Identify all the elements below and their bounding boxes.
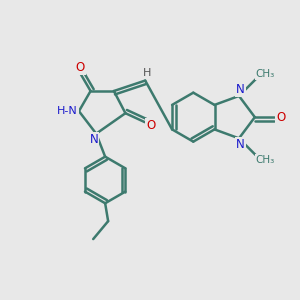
Text: N: N xyxy=(89,133,98,146)
Text: CH₃: CH₃ xyxy=(256,70,275,80)
Text: H: H xyxy=(142,68,151,78)
Text: N: N xyxy=(236,83,245,96)
Text: N: N xyxy=(236,138,245,152)
Text: O: O xyxy=(276,111,285,124)
Text: CH₃: CH₃ xyxy=(256,155,275,165)
Text: O: O xyxy=(76,61,85,74)
Text: O: O xyxy=(146,119,155,132)
Text: H-N: H-N xyxy=(57,106,78,116)
